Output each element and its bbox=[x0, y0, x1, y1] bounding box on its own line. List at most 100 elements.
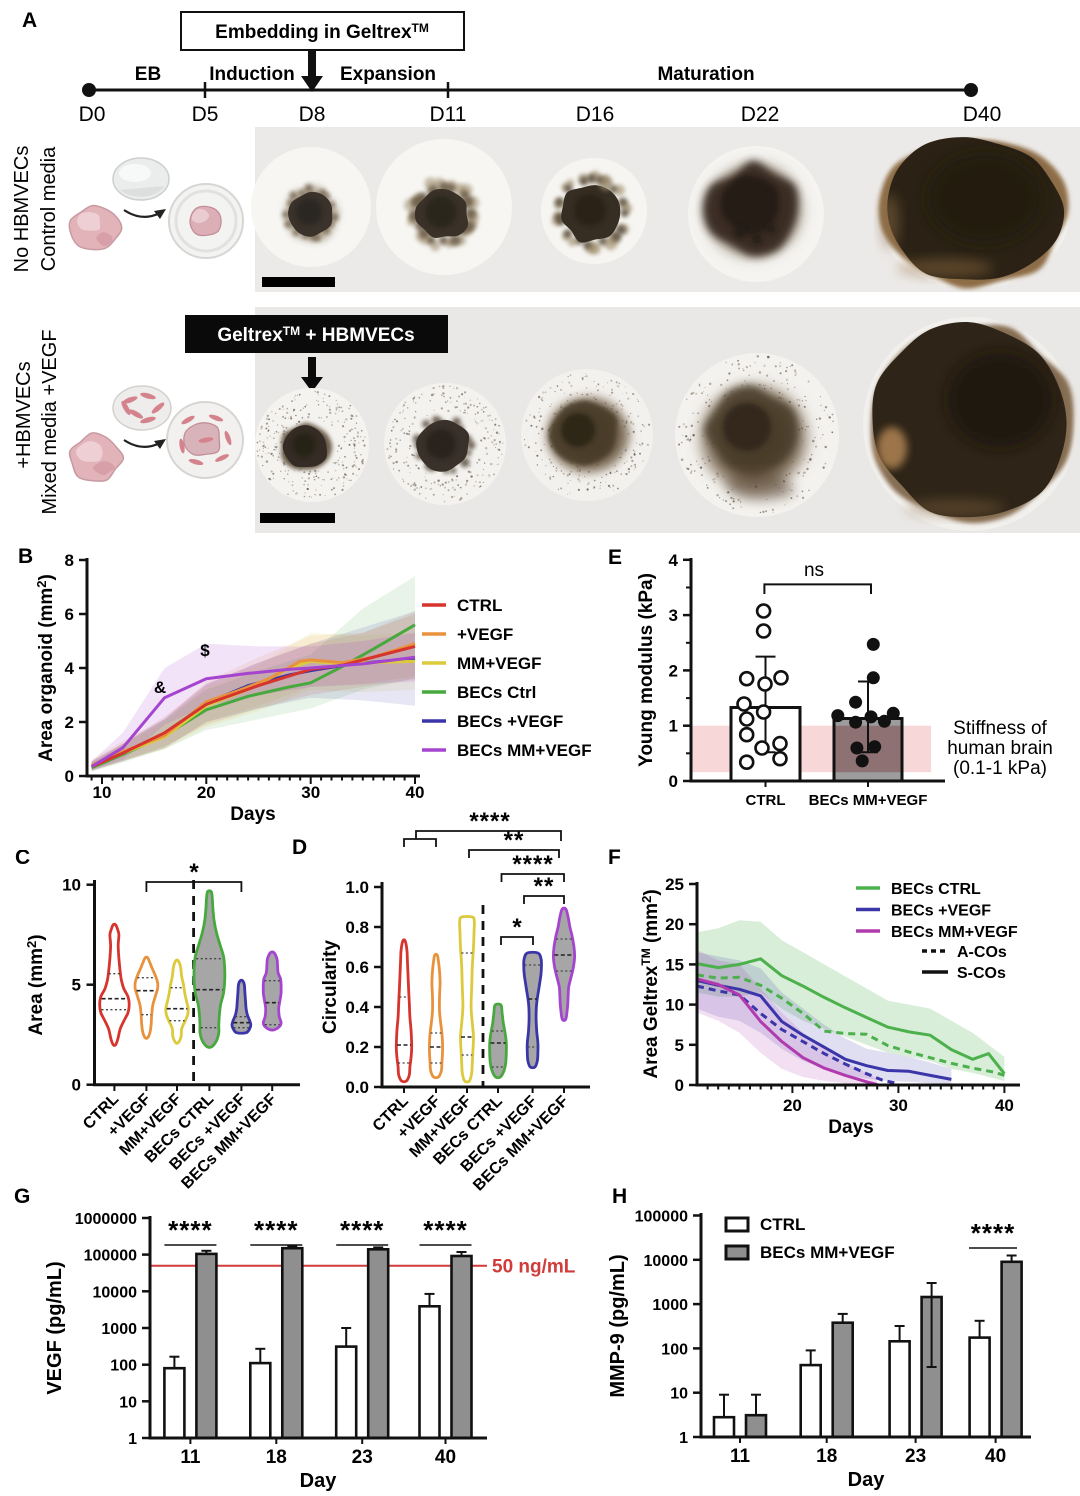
svg-text:human brain: human brain bbox=[947, 738, 1053, 759]
svg-text:BECs MM+VEGF: BECs MM+VEGF bbox=[457, 741, 592, 760]
svg-text:F: F bbox=[608, 846, 621, 869]
svg-text:**: ** bbox=[504, 827, 525, 854]
svg-text:D: D bbox=[292, 836, 307, 859]
svg-text:Area GeltrexTM (mm2): Area GeltrexTM (mm2) bbox=[639, 889, 662, 1078]
svg-text:50 ng/mL: 50 ng/mL bbox=[492, 1257, 576, 1278]
svg-text:MMP-9 (pg/mL): MMP-9 (pg/mL) bbox=[607, 1254, 629, 1397]
svg-text:40: 40 bbox=[406, 783, 425, 802]
svg-text:A-COs: A-COs bbox=[957, 944, 1007, 961]
svg-text:B: B bbox=[18, 545, 33, 568]
svg-text:0.8: 0.8 bbox=[345, 918, 369, 937]
svg-text:BECs MM+VEGF: BECs MM+VEGF bbox=[760, 1243, 895, 1262]
svg-text:30: 30 bbox=[889, 1096, 908, 1115]
svg-text:Embedding in GeltrexTM: Embedding in GeltrexTM bbox=[215, 21, 429, 43]
svg-text:20: 20 bbox=[197, 783, 216, 802]
svg-text:0: 0 bbox=[65, 767, 74, 786]
svg-text:0.2: 0.2 bbox=[345, 1038, 369, 1057]
svg-text:1000: 1000 bbox=[101, 1321, 137, 1338]
svg-text:ns: ns bbox=[804, 560, 824, 581]
svg-text:18: 18 bbox=[266, 1447, 287, 1468]
svg-text:BECs +VEGF: BECs +VEGF bbox=[891, 903, 991, 920]
svg-text:2: 2 bbox=[65, 713, 74, 732]
svg-text:10000: 10000 bbox=[644, 1253, 689, 1270]
svg-text:BECs MM+VEGF: BECs MM+VEGF bbox=[891, 924, 1018, 941]
svg-text:18: 18 bbox=[816, 1446, 837, 1467]
svg-text:10: 10 bbox=[62, 876, 81, 895]
svg-text:Stiffness of: Stiffness of bbox=[953, 718, 1047, 739]
svg-text:A: A bbox=[22, 9, 37, 32]
svg-text:D5: D5 bbox=[192, 103, 219, 126]
svg-text:Control media: Control media bbox=[38, 146, 60, 271]
svg-text:0: 0 bbox=[675, 1076, 684, 1095]
svg-text:8: 8 bbox=[65, 551, 74, 570]
svg-text:100000: 100000 bbox=[635, 1209, 688, 1226]
svg-text:(0.1-1 kPa): (0.1-1 kPa) bbox=[953, 758, 1047, 779]
svg-text:****: **** bbox=[168, 1215, 212, 1245]
svg-text:1: 1 bbox=[679, 1430, 688, 1447]
svg-text:BECs MM+VEGF: BECs MM+VEGF bbox=[809, 792, 928, 809]
svg-text:100: 100 bbox=[110, 1358, 137, 1375]
svg-text:BECs +VEGF: BECs +VEGF bbox=[457, 712, 563, 731]
svg-text:&: & bbox=[154, 678, 166, 697]
svg-text:****: **** bbox=[423, 1215, 467, 1245]
svg-text:CTRL: CTRL bbox=[746, 792, 786, 809]
svg-text:CTRL: CTRL bbox=[760, 1215, 805, 1234]
svg-text:0: 0 bbox=[669, 772, 678, 791]
svg-text:5: 5 bbox=[675, 1036, 684, 1055]
svg-text:Day: Day bbox=[300, 1470, 338, 1492]
svg-text:D11: D11 bbox=[430, 103, 467, 126]
svg-text:+HBMVECs: +HBMVECs bbox=[13, 361, 35, 468]
svg-text:****: **** bbox=[469, 810, 510, 835]
svg-text:Area organoid (mm2): Area organoid (mm2) bbox=[34, 574, 57, 762]
svg-text:5: 5 bbox=[72, 976, 81, 995]
svg-text:D22: D22 bbox=[741, 103, 780, 126]
svg-text:****: **** bbox=[512, 851, 553, 878]
svg-text:Day: Day bbox=[848, 1469, 886, 1491]
svg-text:100000: 100000 bbox=[84, 1248, 137, 1265]
svg-text:10: 10 bbox=[665, 996, 684, 1015]
svg-text:C: C bbox=[15, 850, 30, 869]
svg-text:2: 2 bbox=[669, 661, 678, 680]
svg-text:BECs Ctrl: BECs Ctrl bbox=[457, 683, 536, 702]
svg-text:Expansion: Expansion bbox=[340, 64, 436, 85]
svg-text:10: 10 bbox=[119, 1394, 137, 1411]
svg-text:15: 15 bbox=[665, 955, 684, 974]
svg-text:1.0: 1.0 bbox=[345, 878, 369, 897]
svg-text:No HBMVECs: No HBMVECs bbox=[11, 146, 33, 273]
svg-text:Area (mm2): Area (mm2) bbox=[24, 934, 47, 1035]
svg-text:**: ** bbox=[534, 873, 555, 900]
svg-text:E: E bbox=[608, 546, 622, 569]
svg-text:0.0: 0.0 bbox=[345, 1078, 369, 1097]
svg-text:GeltrexTM + HBMVECs: GeltrexTM + HBMVECs bbox=[217, 324, 414, 346]
svg-text:11: 11 bbox=[730, 1446, 751, 1467]
svg-text:Young modulus (kPa): Young modulus (kPa) bbox=[636, 573, 657, 767]
svg-text:40: 40 bbox=[435, 1447, 456, 1468]
svg-text:4: 4 bbox=[669, 551, 679, 570]
svg-text:D8: D8 bbox=[299, 103, 326, 126]
svg-text:20: 20 bbox=[665, 915, 684, 934]
svg-text:Mixed media +VEGF: Mixed media +VEGF bbox=[39, 329, 61, 514]
svg-text:Maturation: Maturation bbox=[657, 64, 754, 85]
svg-text:4: 4 bbox=[65, 659, 75, 678]
svg-text:Days: Days bbox=[828, 1117, 873, 1138]
svg-text:1: 1 bbox=[128, 1431, 137, 1448]
svg-text:1: 1 bbox=[669, 717, 678, 736]
svg-text:100: 100 bbox=[661, 1341, 688, 1358]
svg-text:+VEGF: +VEGF bbox=[457, 625, 513, 644]
svg-text:40: 40 bbox=[995, 1096, 1014, 1115]
svg-text:$: $ bbox=[200, 641, 210, 660]
svg-text:10000: 10000 bbox=[93, 1284, 138, 1301]
svg-text:****: **** bbox=[340, 1215, 384, 1245]
svg-text:10: 10 bbox=[670, 1386, 688, 1403]
svg-text:1000000: 1000000 bbox=[75, 1211, 137, 1228]
svg-text:Circularity: Circularity bbox=[320, 940, 341, 1034]
svg-text:10: 10 bbox=[93, 783, 112, 802]
svg-text:3: 3 bbox=[669, 606, 678, 625]
svg-text:MM+VEGF: MM+VEGF bbox=[457, 654, 542, 673]
svg-text:D16: D16 bbox=[576, 103, 615, 126]
svg-text:*: * bbox=[512, 914, 522, 941]
svg-text:****: **** bbox=[971, 1218, 1015, 1248]
svg-text:20: 20 bbox=[783, 1096, 802, 1115]
svg-text:EB: EB bbox=[135, 64, 161, 85]
svg-text:Days: Days bbox=[230, 804, 275, 825]
